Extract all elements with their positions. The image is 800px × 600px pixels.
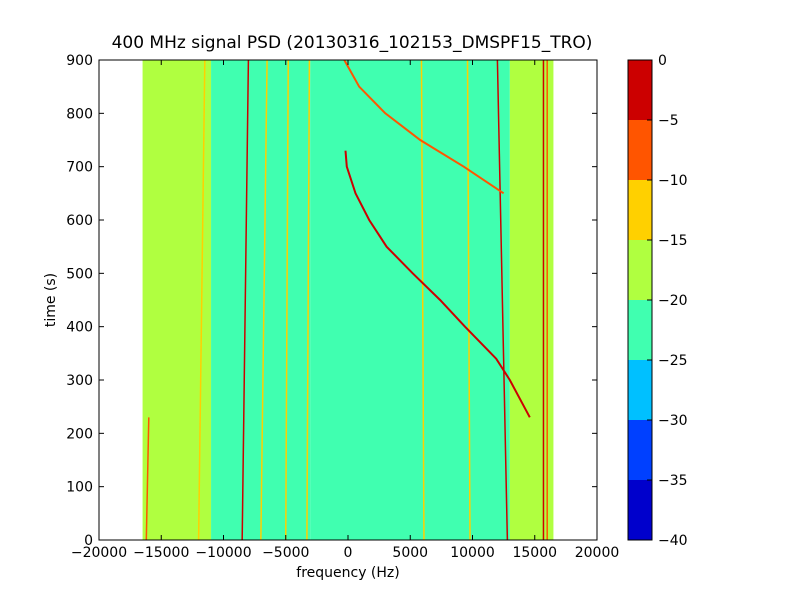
plot-area: [142, 60, 554, 540]
vertical-line-7: [466, 60, 471, 540]
colorbar-tick-label: −25: [658, 353, 688, 369]
x-tick-label: −10000: [195, 545, 251, 561]
colorbar-tick-label: −40: [658, 533, 688, 549]
colorbar-band-7: [628, 60, 652, 120]
x-tick-label: 20000: [575, 545, 620, 561]
vertical-line-8: [496, 60, 509, 540]
colorbar-tick-label: −5: [658, 113, 679, 129]
vertical-line-1: [241, 60, 250, 540]
y-tick-label: 900: [66, 53, 93, 69]
chart-title: 400 MHz signal PSD (20130316_102153_DMSP…: [112, 33, 593, 53]
region-3: [509, 60, 554, 540]
region-layer: [142, 60, 554, 540]
colorbar-tick-label: −15: [658, 233, 688, 249]
y-tick-label: 800: [66, 106, 93, 122]
y-tick-label: 700: [66, 160, 93, 176]
colorbar-tick-label: −20: [658, 293, 688, 309]
colorbar-band-5: [628, 180, 652, 240]
x-tick-label: −5000: [262, 545, 309, 561]
colorbar-tick-label: −10: [658, 173, 688, 189]
vertical-line-2: [260, 60, 268, 540]
colorbar-tick-label: 0: [658, 53, 667, 69]
y-axis-label: time (s): [43, 273, 59, 327]
y-tick-label: 100: [66, 480, 93, 496]
x-tick-label: 10000: [450, 545, 495, 561]
x-tick-label: 0: [344, 545, 353, 561]
colorbar-band-6: [628, 120, 652, 180]
y-tick-label: 200: [66, 426, 93, 442]
colorbar-band-1: [628, 420, 652, 480]
vertical-line-layer: [145, 60, 548, 540]
x-axis-label: frequency (Hz): [296, 565, 399, 581]
colorbar-band-4: [628, 240, 652, 300]
y-tick-label: 400: [66, 320, 93, 336]
colorbar-band-0: [628, 480, 652, 540]
x-tick-label: 5000: [392, 545, 428, 561]
x-tick-label: 15000: [512, 545, 557, 561]
colorbar-tick-label: −30: [658, 413, 688, 429]
region-2: [310, 60, 510, 540]
x-tick-label: −15000: [133, 545, 189, 561]
colorbar: 0 −5 −10 −15 −20 −25 −30 −35 −40: [627, 53, 688, 549]
y-tick-label: 600: [66, 213, 93, 229]
trace-layer: [343, 60, 531, 418]
colorbar-tick-label: −35: [658, 473, 688, 489]
trace-0: [344, 150, 531, 418]
x-tick-label: −20000: [71, 545, 127, 561]
y-tick-label: 300: [66, 373, 93, 389]
colorbar-band-3: [628, 300, 652, 360]
y-tick-label: 0: [84, 533, 93, 549]
y-tick-label: 500: [66, 266, 93, 282]
vertical-line-5: [306, 60, 311, 540]
vertical-line-4: [285, 60, 289, 540]
vertical-line-3: [197, 60, 206, 540]
x-axis: −20000 −15000 −10000 −5000 0 5000 10000 15000 20…: [71, 60, 619, 561]
region-0: [142, 60, 212, 540]
colorbar-band-2: [628, 360, 652, 420]
vertical-line-0: [145, 417, 150, 540]
trace-1: [343, 60, 505, 195]
region-1: [211, 60, 311, 540]
y-axis: 0 100 200 300 400 500 600 700 800 900: [66, 53, 597, 549]
